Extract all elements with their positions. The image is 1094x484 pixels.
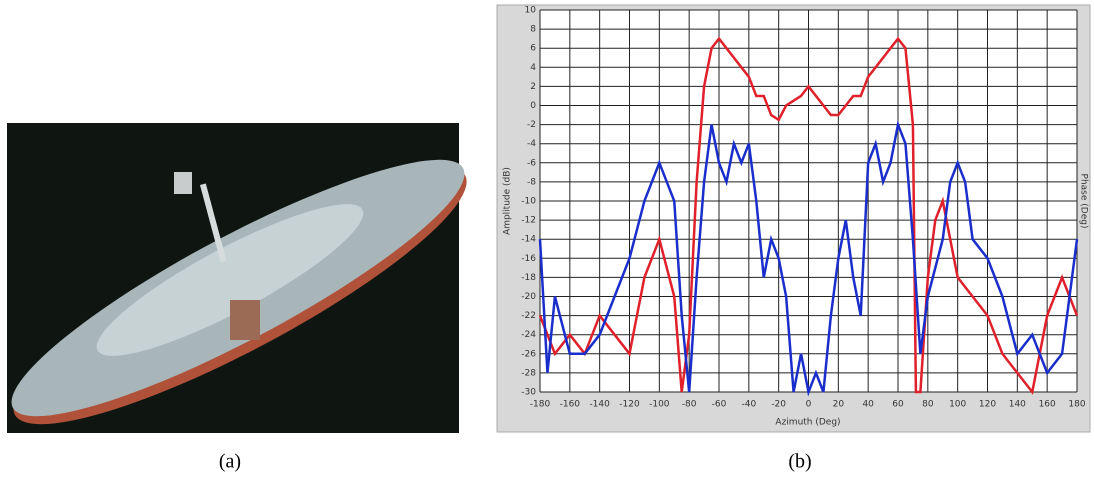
x-tick-label: -60 bbox=[712, 400, 727, 410]
data-line bbox=[538, 36, 1079, 395]
x-tick-label: 100 bbox=[949, 400, 966, 410]
x-tick-label: -160 bbox=[560, 400, 581, 410]
y-tick-label: -26 bbox=[521, 349, 536, 359]
x-tick-label: -100 bbox=[649, 400, 670, 410]
y-tick-label: 6 bbox=[530, 44, 536, 54]
x-tick-label: -20 bbox=[771, 400, 786, 410]
x-tick-label: 80 bbox=[922, 400, 934, 410]
x-tick-label: 140 bbox=[1009, 400, 1026, 410]
y-tick-label: -14 bbox=[521, 235, 536, 245]
y-tick-label: 0 bbox=[530, 101, 536, 111]
x-tick-label: -80 bbox=[682, 400, 697, 410]
y-tick-label: -10 bbox=[521, 197, 536, 207]
y-tick-label: -18 bbox=[521, 273, 536, 283]
x-axis-label: Azimuth (Deg) bbox=[775, 418, 840, 428]
x-tick-label: 0 bbox=[806, 400, 812, 410]
y-tick-label: -30 bbox=[521, 388, 536, 398]
x-tick-label: -180 bbox=[530, 400, 551, 410]
x-tick-label: -120 bbox=[619, 400, 640, 410]
x-tick-label: -40 bbox=[741, 400, 756, 410]
y-tick-label: 4 bbox=[530, 63, 536, 73]
x-tick-label: 120 bbox=[979, 400, 996, 410]
x-tick-label: 160 bbox=[1039, 400, 1056, 410]
x-tick-label: 20 bbox=[833, 400, 845, 410]
y-tick-label: -12 bbox=[521, 216, 536, 226]
x-tick-label: 60 bbox=[892, 400, 904, 410]
y-tick-label: -24 bbox=[521, 330, 536, 340]
y2-axis-label: Phase (Deg) bbox=[1079, 174, 1089, 229]
y-axis-label: Amplitude (dB) bbox=[503, 167, 513, 235]
y-tick-label: 8 bbox=[530, 25, 536, 35]
y-tick-label: 10 bbox=[525, 6, 537, 16]
y-tick-label: -6 bbox=[527, 158, 536, 168]
y-tick-label: -16 bbox=[521, 254, 536, 264]
y-tick-label: -28 bbox=[521, 368, 536, 378]
x-tick-label: -140 bbox=[589, 400, 610, 410]
y-tick-label: -4 bbox=[527, 139, 536, 149]
caption: (b) bbox=[788, 451, 811, 473]
caption: (a) bbox=[219, 451, 241, 473]
y-tick-label: -8 bbox=[527, 177, 536, 187]
x-tick-label: 40 bbox=[862, 400, 874, 410]
y-tick-label: 2 bbox=[530, 82, 536, 92]
y-tick-label: -2 bbox=[527, 120, 536, 130]
data-line bbox=[538, 120, 1079, 397]
photo bbox=[7, 123, 467, 433]
x-tick-label: 180 bbox=[1068, 400, 1085, 410]
y-tick-label: -22 bbox=[521, 311, 536, 321]
y-tick-label: -20 bbox=[521, 292, 536, 302]
